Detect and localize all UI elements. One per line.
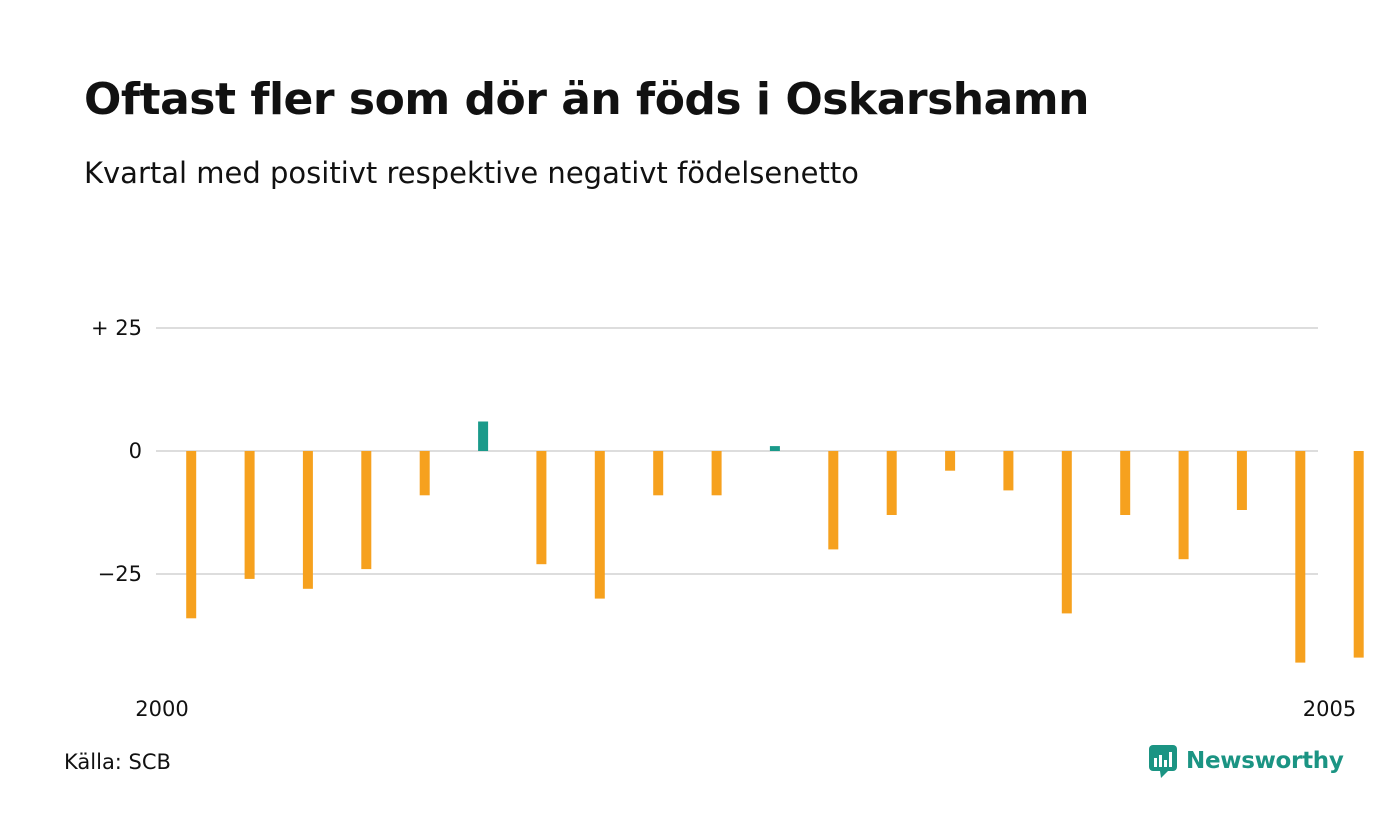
bar-negative: [1178, 451, 1189, 560]
bar-negative: [653, 451, 664, 496]
newsworthy-logo[interactable]: Newsworthy: [1148, 744, 1344, 778]
grid-lines: [156, 327, 1318, 575]
bar-negative: [361, 451, 372, 570]
y-tick-label: + 25: [91, 316, 142, 340]
newsworthy-logo-icon: [1149, 745, 1177, 778]
bar-negative: [886, 451, 897, 515]
chart-title: Oftast fler som dör än föds i Oskarshamn: [84, 74, 1089, 125]
y-tick-label: 0: [129, 439, 142, 463]
bar-negative: [1120, 451, 1131, 515]
bar-negative: [594, 451, 605, 599]
bars: [186, 421, 1364, 663]
bar-negative: [711, 451, 722, 496]
bar-positive: [478, 421, 489, 451]
y-tick-label: −25: [98, 562, 142, 586]
bar-negative: [828, 451, 839, 550]
bar-negative: [1353, 451, 1364, 658]
bar-negative: [1295, 451, 1306, 663]
y-axis-ticks: + 25 0 −25: [91, 316, 142, 586]
bar-negative: [244, 451, 255, 579]
brand-name: Newsworthy: [1186, 748, 1344, 774]
bar-negative: [945, 451, 956, 471]
bar-positive: [769, 446, 780, 451]
x-tick-label: 2000: [135, 697, 188, 721]
bar-negative: [1236, 451, 1247, 510]
bar-negative: [1061, 451, 1072, 614]
bar-negative: [536, 451, 547, 565]
bar-negative: [302, 451, 313, 589]
bar-negative: [419, 451, 430, 496]
bar-negative: [1003, 451, 1014, 491]
x-tick-label: 2005: [1303, 697, 1356, 721]
x-axis-ticks: 20002005201020152020: [135, 697, 1356, 721]
source-note: Källa: SCB: [64, 750, 171, 774]
bar-negative: [186, 451, 197, 619]
chart-subtitle: Kvartal med positivt respektive negativt…: [84, 156, 859, 190]
